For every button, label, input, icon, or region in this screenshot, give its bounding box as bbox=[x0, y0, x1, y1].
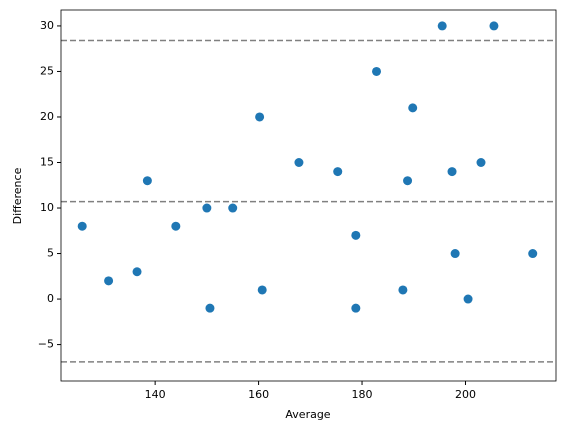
point bbox=[294, 157, 304, 167]
point bbox=[104, 276, 114, 286]
point bbox=[351, 303, 361, 313]
y-tick-label: −5 bbox=[38, 338, 54, 351]
point bbox=[437, 21, 447, 31]
y-tick-label: 0 bbox=[47, 292, 54, 305]
y-tick-label: 5 bbox=[47, 247, 54, 260]
point bbox=[171, 221, 181, 231]
point bbox=[132, 267, 142, 277]
y-tick-label: 15 bbox=[40, 155, 54, 168]
y-tick-label: 10 bbox=[40, 201, 54, 214]
point bbox=[408, 103, 418, 113]
x-tick-label: 200 bbox=[455, 388, 476, 401]
point bbox=[447, 167, 457, 177]
point bbox=[403, 176, 413, 186]
point bbox=[528, 249, 538, 259]
point bbox=[463, 294, 473, 304]
point bbox=[351, 230, 361, 240]
x-tick-label: 160 bbox=[248, 388, 269, 401]
point bbox=[142, 176, 152, 186]
point bbox=[489, 21, 499, 31]
point bbox=[450, 249, 460, 259]
x-tick-label: 180 bbox=[352, 388, 373, 401]
point bbox=[476, 157, 486, 167]
point bbox=[205, 303, 215, 313]
point bbox=[398, 285, 408, 295]
point bbox=[228, 203, 238, 213]
point bbox=[77, 221, 87, 231]
point bbox=[255, 112, 265, 122]
point bbox=[257, 285, 267, 295]
point bbox=[202, 203, 212, 213]
y-tick-label: 30 bbox=[40, 19, 54, 32]
y-tick-label: 20 bbox=[40, 110, 54, 123]
y-tick-label: 25 bbox=[40, 64, 54, 77]
plot-frame bbox=[60, 9, 557, 382]
x-tick-label: 140 bbox=[145, 388, 166, 401]
y-axis-label: Difference bbox=[11, 167, 24, 224]
point bbox=[333, 167, 343, 177]
point bbox=[372, 66, 382, 76]
x-axis-label: Average bbox=[285, 408, 330, 421]
